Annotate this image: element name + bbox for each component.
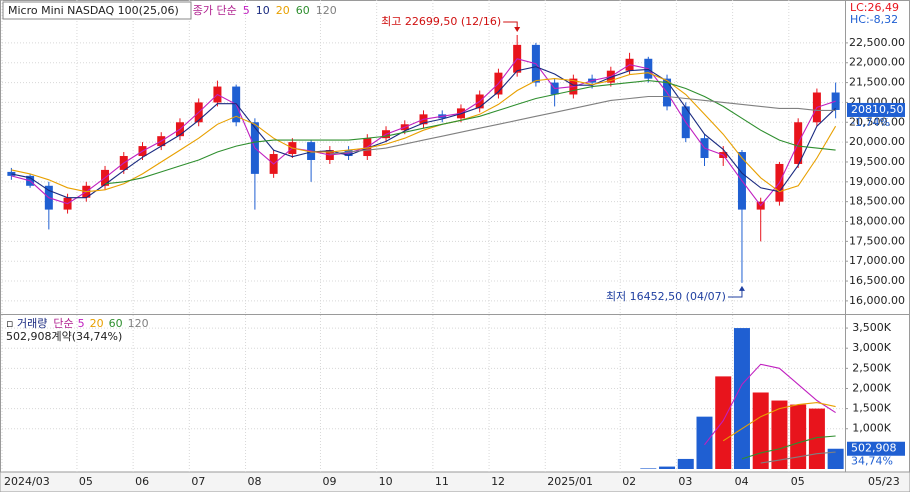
x-tick-label: 10 bbox=[379, 475, 393, 488]
volume-bar bbox=[640, 468, 657, 469]
last-price-label: 20810,50 bbox=[851, 103, 904, 116]
x-tick-label: 06 bbox=[135, 475, 149, 488]
indicator-label: 단순 bbox=[53, 317, 73, 330]
grid bbox=[1, 0, 848, 472]
legend-entry: 5 bbox=[78, 317, 85, 330]
y-tick-label: 16,000.00 bbox=[849, 294, 905, 307]
x-tick-label: 02 bbox=[622, 475, 636, 488]
y-tick-label: 18,500.00 bbox=[849, 195, 905, 208]
low-annotation: 최저 16452,50 (04/07) bbox=[606, 290, 726, 303]
indicator-label: 종가 단순 bbox=[193, 4, 237, 17]
y-tick-label: 1,000K bbox=[852, 422, 891, 435]
x-tick-label: 09 bbox=[322, 475, 336, 488]
y-tick-label: 19,500.00 bbox=[849, 155, 905, 168]
x-tick-label: 04 bbox=[735, 475, 749, 488]
x-tick-label: 2025/01 bbox=[547, 475, 593, 488]
y-tick-label: 2,000K bbox=[852, 381, 891, 394]
lc-label: LC:26,49 bbox=[850, 1, 899, 14]
ma-line bbox=[760, 451, 836, 464]
y-tick-label: 22,000.00 bbox=[849, 56, 905, 69]
legend-entry: 20 bbox=[276, 4, 290, 17]
candle-body bbox=[831, 92, 840, 110]
volume-bar bbox=[752, 392, 769, 469]
share-label: 34,74% bbox=[851, 455, 893, 468]
legend-entry: 20 bbox=[90, 317, 104, 330]
volume-legend: ▫ 거래량 단순 5 20 60 120 bbox=[6, 317, 149, 330]
ma-line bbox=[329, 95, 836, 155]
x-tick-label: 12 bbox=[491, 475, 505, 488]
time-axis bbox=[0, 471, 910, 492]
x-tick-label: 03 bbox=[678, 475, 692, 488]
arrow-head bbox=[738, 285, 745, 291]
ma-line bbox=[741, 435, 836, 460]
volume-bar bbox=[715, 376, 732, 469]
y-tick-label: 20,000.00 bbox=[849, 135, 905, 148]
price-legend: Micro Mini NASDAQ 100(25,06) 종가 단순 5 10 20 60… bbox=[8, 4, 337, 17]
chart-title: Micro Mini NASDAQ 100(25,06) bbox=[8, 4, 179, 17]
high-annotation: 최고 22699,50 (12/16) bbox=[381, 15, 501, 28]
volume-bar bbox=[696, 416, 713, 469]
y-tick-label: 1,500K bbox=[852, 402, 891, 415]
volume-bar bbox=[790, 404, 807, 469]
x-tick-label: 05 bbox=[79, 475, 93, 488]
x-tick-label: 2024/03 bbox=[4, 475, 50, 488]
y-tick-label: 17,000.00 bbox=[849, 254, 905, 267]
y-tick-label: 3,500K bbox=[852, 321, 891, 334]
volume-bar bbox=[771, 400, 788, 469]
y-tick-label: 19,000.00 bbox=[849, 175, 905, 188]
ma-line bbox=[11, 72, 837, 193]
y-tick-label: 20,500.00 bbox=[849, 115, 905, 128]
y-tick-label: 17,500.00 bbox=[849, 234, 905, 247]
labels: 16,000.00 16,500.00 17,000.00 17,500.00 18,0… bbox=[4, 15, 905, 488]
volume-bar bbox=[677, 458, 694, 469]
arrow-head bbox=[514, 26, 521, 32]
y-tick-label: 21,500.00 bbox=[849, 76, 905, 89]
x-tick-label: 05 bbox=[791, 475, 805, 488]
legend-entry: 10 bbox=[256, 4, 270, 17]
ma-line bbox=[11, 58, 836, 207]
y-tick-label: 2,500K bbox=[852, 361, 891, 374]
price-box bbox=[847, 102, 905, 117]
volume-summary: 502,908계약(34,74%) bbox=[6, 329, 122, 343]
ma-line bbox=[11, 66, 836, 199]
change-label: -1,74% bbox=[851, 116, 890, 129]
legend-entry: 5 bbox=[243, 4, 250, 17]
volume-title: 거래량 bbox=[17, 317, 47, 330]
x-tick-label: 11 bbox=[435, 475, 449, 488]
marks bbox=[7, 34, 844, 469]
x-tick-label: 08 bbox=[248, 475, 262, 488]
candle-body bbox=[7, 171, 16, 176]
legend-entry: 120 bbox=[316, 4, 337, 17]
y-tick-label: 16,500.00 bbox=[849, 274, 905, 287]
y-tick-label: 18,000.00 bbox=[849, 215, 905, 228]
volume-bar bbox=[659, 466, 676, 469]
volume-box bbox=[847, 441, 905, 456]
legend-entry: 120 bbox=[128, 317, 149, 330]
x-tick-label: 07 bbox=[191, 475, 205, 488]
x-end-label: 05/23 bbox=[868, 475, 900, 488]
ma-line bbox=[722, 402, 836, 442]
last-volume-label: 502,908 bbox=[851, 442, 897, 455]
volume-bar bbox=[827, 448, 844, 469]
y-tick-label: 22,500.00 bbox=[849, 36, 905, 49]
hc-label: HC:-8,32 bbox=[850, 13, 898, 26]
y-tick-label: 3,000K bbox=[852, 341, 891, 354]
legend-entry: 60 bbox=[109, 317, 123, 330]
volume-bar bbox=[733, 328, 750, 469]
legend-entry: 60 bbox=[296, 4, 310, 17]
ma-line bbox=[704, 363, 836, 446]
title-box bbox=[2, 1, 192, 20]
